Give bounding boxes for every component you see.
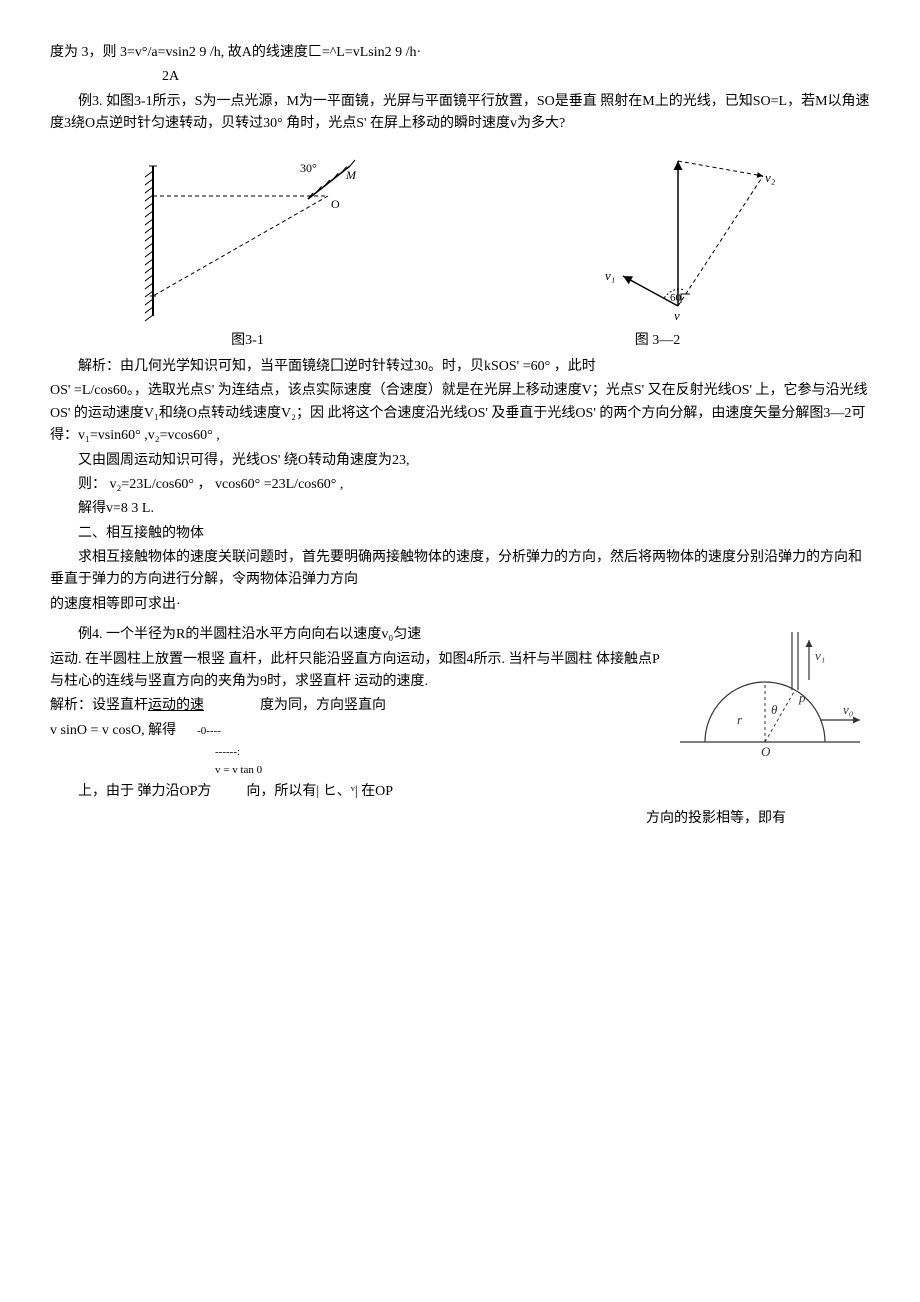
figure-3-1-caption: 图3-1 (231, 330, 264, 352)
figure-4-svg: Oθ r p v₁ v₀ (670, 622, 870, 772)
ex4-c2: 度为同，方向竖直向 (260, 698, 386, 713)
svg-text:O: O (761, 744, 771, 759)
svg-text:v₁: v₁ (605, 268, 615, 283)
section-2-body: 求相互接触物体的速度关联问题时，首先要明确两接触物体的速度，分析弹力的方向，然后… (50, 547, 870, 592)
section-2-heading: 二、相互接触的物体 (50, 523, 870, 545)
svg-text:O: O (331, 197, 340, 211)
example4-text: 例4. 一个半径为R的半圆柱沿水平方向向右以速度v₀匀速 运动. 在半圆柱上放置… (50, 622, 660, 806)
svg-text:v₁: v₁ (815, 648, 825, 663)
ex4-line-e: 上，由于 弹力沿OP方 向，所以有| ヒ、ᵛ| 在OP (50, 781, 660, 803)
analysis-line-2: OS' =L/cos60。，选取光点S' 为连结点，该点实际速度（合速度）就是在… (50, 380, 870, 447)
analysis-line-3: 又由圆周运动知识可得，光线OS' 绕O转动角速度为23, (50, 450, 870, 472)
analysis-line-5: 解得v=8 3 L. (50, 498, 870, 520)
figure-3-2-svg: 60 v v₁ v₂ (528, 146, 788, 326)
ex4-line-a: 例4. 一个半径为R的半圆柱沿水平方向向右以速度v₀匀速 (50, 624, 660, 646)
svg-text:v: v (674, 308, 680, 323)
ex4-d2: -0---- (197, 725, 221, 737)
svg-text:r: r (737, 712, 743, 727)
example4-wrap: 例4. 一个半径为R的半圆柱沿水平方向向右以速度v₀匀速 运动. 在半圆柱上放置… (50, 622, 870, 806)
figure-3-1-block: 30° O M 图3-1 (133, 146, 363, 352)
section-2-body2: 的速度相等即可求出· (50, 594, 870, 616)
figure-3-1-svg: 30° O M (133, 146, 363, 326)
svg-text:p: p (798, 690, 806, 705)
ex4-line-d3: ------: v = v tan 0 (50, 744, 660, 779)
ex4-line-c: 解析：设竖直杆运动的速 度为同，方向竖直向 (50, 695, 660, 717)
ex4-d3: ------: (215, 746, 240, 758)
line-1: 度为 3，则 3=v°/a=vsin2 9 /h, 故A的线速度⼕=^L=vLs… (50, 42, 870, 64)
example4-figure: Oθ r p v₁ v₀ (670, 622, 870, 780)
svg-text:30°: 30° (300, 161, 317, 175)
figure-3-2-caption: 图 3—2 (635, 330, 681, 352)
analysis-line-4: 则： v₂=23L/cos60° ， vcos60° =23L/cos60° , (50, 474, 870, 496)
ex4-c1: 解析：设竖直杆 (50, 698, 148, 713)
svg-text:60: 60 (670, 292, 682, 304)
ex4-c1u: 运动的速 (148, 698, 204, 713)
ex4-line-b: 运动. 在半圆柱上放置一根竖 直杆，此杆只能沿竖直方向运动，如图4所示. 当杆与… (50, 649, 660, 694)
ex4-d1: v sinO = v cosO, 解得 (50, 723, 176, 738)
ex4-d4: v = v tan 0 (215, 764, 262, 776)
svg-text:v₀: v₀ (843, 702, 853, 717)
svg-text:M: M (345, 168, 357, 182)
svg-text:θ: θ (771, 702, 778, 717)
ex4-line-f: 方向的投影相等，即有 (50, 808, 870, 830)
line-1b: 2A (162, 66, 870, 88)
example3-intro: 例3. 如图3-1所示，S为一点光源，M为一平面镜，光屏与平面镜平行放置，SO是… (50, 91, 870, 136)
ex4-e1: 上，由于 弹力沿OP方 (78, 784, 211, 799)
svg-text:v₂: v₂ (765, 170, 776, 185)
figure-3-2-block: 60 v v₁ v₂ 图 3—2 (528, 146, 788, 352)
ex4-e2: 向，所以有| ヒ、ᵛ| 在OP (246, 784, 393, 799)
analysis-line-1: 解析：由几何光学知识可知，当平面镜绕⼞逆时针转过30。时，贝kSOS' =60°… (50, 356, 870, 378)
ex4-line-d: v sinO = v cosO, 解得 -0---- (50, 720, 660, 742)
figures-row-3: 30° O M 图3-1 60 v v₁ v₂ 图 3—2 (50, 146, 870, 352)
